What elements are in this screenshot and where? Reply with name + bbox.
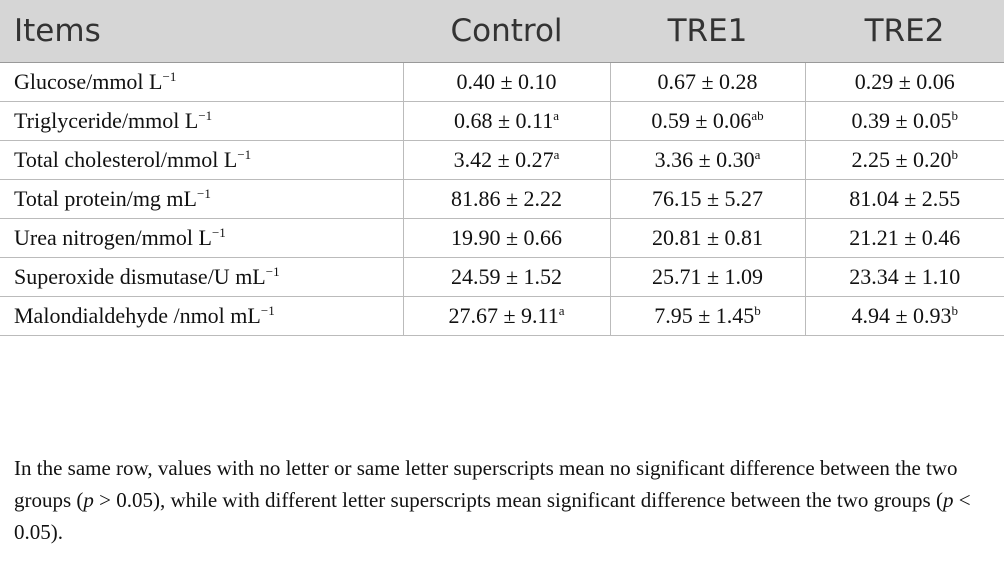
superscript: a [553,108,560,123]
table-row: Malondialdehyde /nmol mL−1 27.67 ± 9.11a 7… [0,296,1004,336]
header-cell: Items [0,0,403,63]
row-label: Glucose/mmol L−1 [0,62,403,102]
cell-text: 0.39 ± 0.05 [851,108,952,133]
value-cell: 20.81 ± 0.81 [609,218,805,258]
table-row: Glucose/mmol L−1 0.40 ± 0.10 0.67 ± 0.28 0.… [0,62,1004,102]
row-label: Triglyceride/mmol L−1 [0,101,403,141]
footnote-text: > 0.05), while with different letter sup… [93,488,943,512]
cell-text: 0.59 ± 0.06 [651,108,752,133]
cell-text: Total cholesterol/mmol L [14,147,238,172]
cell-text: 25.71 ± 1.09 [651,264,764,289]
cell-text: Total protein/mg mL [14,186,197,211]
superscript: b [951,303,959,318]
cell-text: 81.04 ± 2.55 [849,186,961,211]
footnote-text: < 0.05). [14,488,971,544]
row-label: Urea nitrogen/mmol L−1 [0,218,403,258]
cell-text: 27.67 ± 9.11 [448,303,559,328]
cell-text: 19.90 ± 0.66 [450,225,563,250]
header-row: Items Control TRE1 TRE2 [0,0,1004,63]
value-cell: 0.39 ± 0.05b [804,101,1004,141]
superscript: −1 [237,147,252,162]
row-label: Total cholesterol/mmol L−1 [0,140,403,180]
value-cell: 24.59 ± 1.52 [402,257,610,297]
value-cell: 0.29 ± 0.06 [804,62,1004,102]
superscript: −1 [211,225,226,240]
value-cell: 21.21 ± 0.46 [804,218,1004,258]
value-cell: 4.94 ± 0.93b [804,296,1004,336]
cell-text: Glucose/mmol L [14,69,163,94]
table-row: Total protein/mg mL−1 81.86 ± 2.22 76.15 ±… [0,179,1004,219]
cell-text: 3.42 ± 0.27 [453,147,554,172]
table-row: Superoxide dismutase/U mL−1 24.59 ± 1.52 2… [0,257,1004,297]
footnote-text: p [942,488,954,512]
cell-text: Urea nitrogen/mmol L [14,225,212,250]
header-cell: Control [403,0,610,63]
cell-text: 81.86 ± 2.22 [450,186,563,211]
superscript: −1 [162,69,177,84]
value-cell: 0.40 ± 0.10 [402,62,610,102]
value-cell: 81.04 ± 2.55 [804,179,1004,219]
cell-text: Superoxide dismutase/U mL [14,264,266,289]
value-cell: 19.90 ± 0.66 [402,218,610,258]
row-label: Total protein/mg mL−1 [0,179,403,219]
table-row: Total cholesterol/mmol L−1 3.42 ± 0.27a 3.… [0,140,1004,180]
superscript: a [553,147,560,162]
data-table: Items Control TRE1 TRE2 Glucose/mmol L−1 0.4… [0,0,1004,336]
header-cell: TRE2 [805,0,1004,63]
value-cell: 0.59 ± 0.06ab [609,101,805,141]
cell-text: 21.21 ± 0.46 [849,225,961,250]
cell-text: Triglyceride/mmol L [14,108,199,133]
row-label: Superoxide dismutase/U mL−1 [0,257,403,297]
value-cell: 81.86 ± 2.22 [402,179,610,219]
superscript: b [951,108,959,123]
cell-text: 3.36 ± 0.30 [654,147,755,172]
superscript: b [754,303,761,318]
table-body: Glucose/mmol L−1 0.40 ± 0.10 0.67 ± 0.28 0.… [0,62,1004,336]
superscript: ab [751,108,764,123]
table-row: Urea nitrogen/mmol L−1 19.90 ± 0.66 20.81 … [0,218,1004,258]
superscript: b [951,147,959,162]
cell-text: 24.59 ± 1.52 [450,264,563,289]
value-cell: 3.36 ± 0.30a [609,140,805,180]
cell-text: 0.29 ± 0.06 [854,69,955,94]
cell-text: Malondialdehyde /nmol mL [14,303,261,328]
value-cell: 3.42 ± 0.27a [402,140,610,180]
footnote: In the same row, values with no letter o… [14,452,989,548]
table-row: Triglyceride/mmol L−1 0.68 ± 0.11a 0.59 ± … [0,101,1004,141]
footnote-text: In the same row, values with no letter o… [14,456,958,512]
value-cell: 0.67 ± 0.28 [609,62,805,102]
superscript: −1 [198,108,213,123]
cell-text: 0.67 ± 0.28 [657,69,758,94]
value-cell: 7.95 ± 1.45b [609,296,805,336]
cell-text: 0.68 ± 0.11 [453,108,554,133]
value-cell: 25.71 ± 1.09 [609,257,805,297]
value-cell: 27.67 ± 9.11a [402,296,610,336]
superscript: −1 [260,303,275,318]
value-cell: 0.68 ± 0.11a [402,101,610,141]
cell-text: 2.25 ± 0.20 [851,147,952,172]
superscript: a [558,303,565,318]
cell-text: 76.15 ± 5.27 [651,186,764,211]
value-cell: 23.34 ± 1.10 [804,257,1004,297]
value-cell: 2.25 ± 0.20b [804,140,1004,180]
value-cell: 76.15 ± 5.27 [609,179,805,219]
superscript: a [754,147,761,162]
header-cell: TRE1 [610,0,805,63]
superscript: −1 [265,264,280,279]
cell-text: 0.40 ± 0.10 [456,69,557,94]
cell-text: 23.34 ± 1.10 [849,264,961,289]
cell-text: 7.95 ± 1.45 [654,303,755,328]
cell-text: 20.81 ± 0.81 [651,225,764,250]
row-label: Malondialdehyde /nmol mL−1 [0,296,403,336]
superscript: −1 [196,186,211,201]
cell-text: 4.94 ± 0.93 [851,303,952,328]
footnote-text: p [83,488,94,512]
